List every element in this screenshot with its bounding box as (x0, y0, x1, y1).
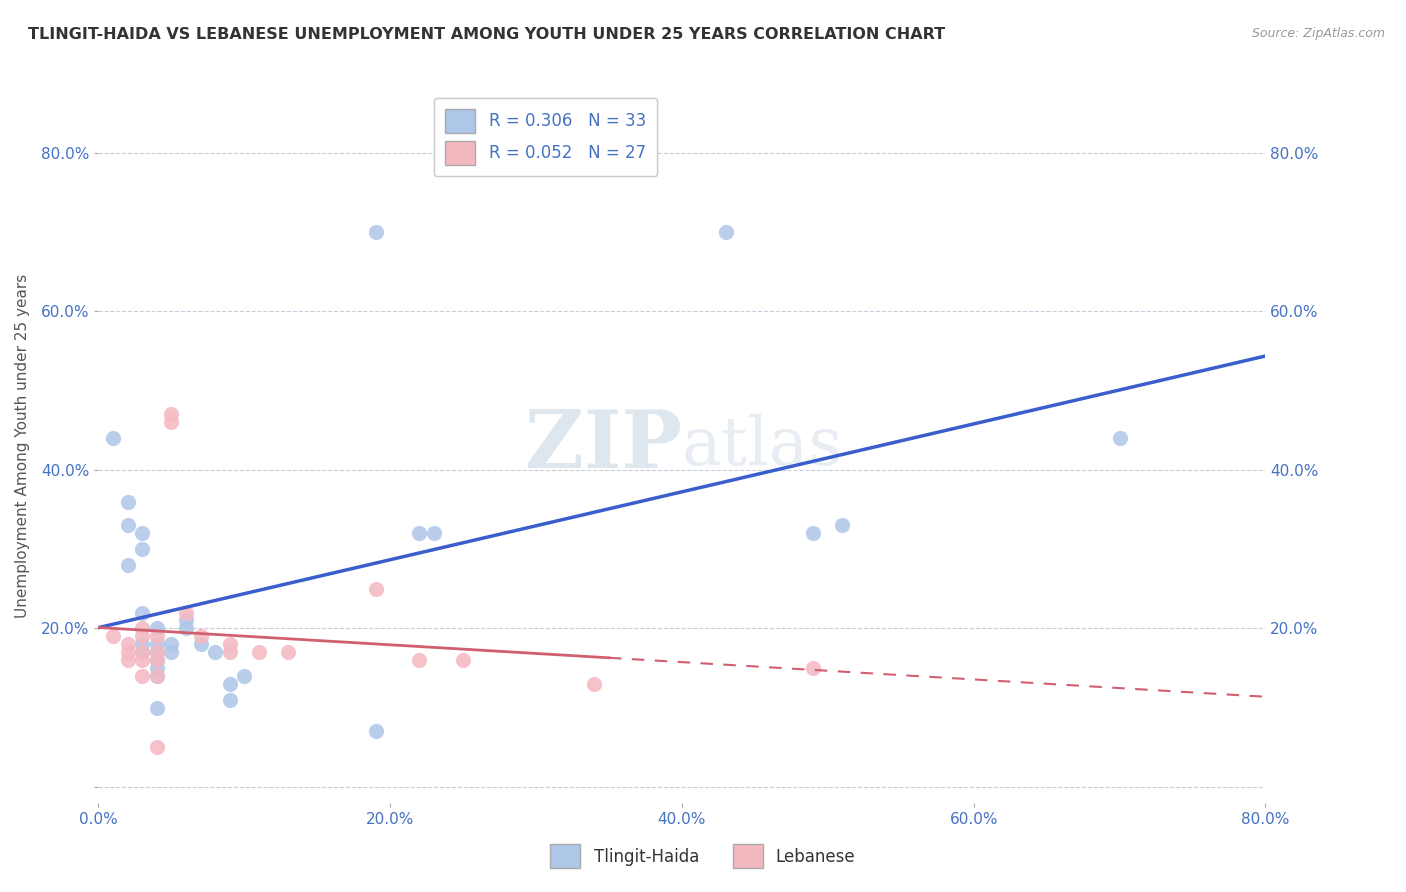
Point (218, 637, 240, 651)
Point (174, 621, 197, 635)
Point (408, 653, 430, 667)
Y-axis label: Unemployment Among Youth under 25 years: Unemployment Among Youth under 25 years (15, 274, 30, 618)
Point (277, 645, 299, 659)
Point (408, 526, 430, 541)
Text: Source: ZipAtlas.com: Source: ZipAtlas.com (1251, 27, 1385, 40)
Point (190, 637, 212, 651)
Point (146, 669, 169, 683)
Point (117, 645, 139, 659)
Point (174, 614, 197, 628)
Point (364, 582, 387, 596)
Point (423, 526, 446, 541)
Point (131, 621, 153, 635)
Point (131, 629, 153, 643)
Point (233, 669, 256, 683)
Point (146, 653, 169, 667)
Point (131, 637, 153, 651)
Point (160, 645, 183, 659)
Point (146, 621, 169, 635)
Point (101, 431, 124, 445)
Point (218, 645, 240, 659)
Point (131, 669, 153, 683)
Point (146, 629, 169, 643)
Text: ZIP: ZIP (524, 407, 682, 485)
Point (583, 677, 606, 691)
Point (146, 740, 169, 755)
Point (117, 653, 139, 667)
Point (146, 637, 169, 651)
Point (831, 518, 853, 533)
Point (117, 518, 139, 533)
Point (146, 653, 169, 667)
Point (117, 637, 139, 651)
Point (131, 653, 153, 667)
Point (101, 629, 124, 643)
Legend: Tlingit-Haida, Lebanese: Tlingit-Haida, Lebanese (544, 838, 862, 875)
Point (364, 724, 387, 739)
Point (160, 415, 183, 429)
Point (218, 677, 240, 691)
Point (160, 407, 183, 421)
Point (131, 645, 153, 659)
Legend: R = 0.306   N = 33, R = 0.052   N = 27: R = 0.306 N = 33, R = 0.052 N = 27 (433, 97, 658, 177)
Point (131, 526, 153, 541)
Text: atlas: atlas (682, 413, 844, 479)
Point (190, 629, 212, 643)
Point (364, 225, 387, 239)
Point (146, 645, 169, 659)
Point (204, 645, 226, 659)
Point (146, 645, 169, 659)
Point (714, 225, 737, 239)
Point (131, 542, 153, 557)
Point (801, 661, 824, 675)
Point (160, 637, 183, 651)
Point (146, 661, 169, 675)
Point (131, 645, 153, 659)
Point (131, 606, 153, 620)
Text: TLINGIT-HAIDA VS LEBANESE UNEMPLOYMENT AMONG YOUTH UNDER 25 YEARS CORRELATION CH: TLINGIT-HAIDA VS LEBANESE UNEMPLOYMENT A… (28, 27, 945, 42)
Point (451, 653, 474, 667)
Point (146, 700, 169, 714)
Point (1108, 431, 1130, 445)
Point (174, 606, 197, 620)
Point (146, 669, 169, 683)
Point (218, 692, 240, 706)
Point (117, 494, 139, 508)
Point (117, 558, 139, 572)
Point (801, 526, 824, 541)
Point (247, 645, 270, 659)
